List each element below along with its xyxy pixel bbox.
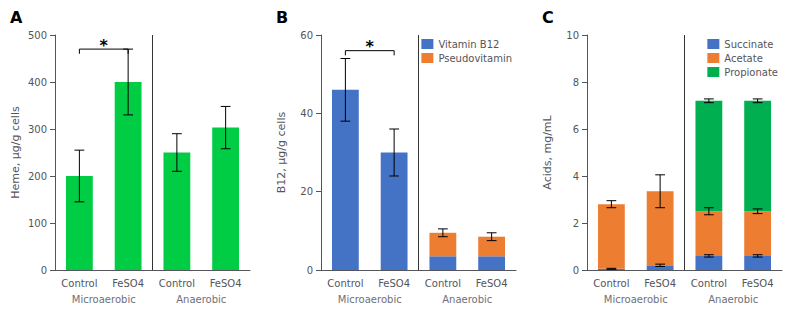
svg-text:Acetate: Acetate bbox=[724, 53, 762, 64]
svg-text:FeSO4: FeSO4 bbox=[644, 278, 676, 289]
svg-text:10: 10 bbox=[566, 30, 579, 41]
svg-text:60: 60 bbox=[300, 30, 313, 41]
svg-text:FeSO4: FeSO4 bbox=[112, 278, 144, 289]
svg-text:Microaerobic: Microaerobic bbox=[604, 294, 668, 305]
svg-text:8: 8 bbox=[573, 77, 579, 88]
svg-text:B12, μg/g cells: B12, μg/g cells bbox=[275, 112, 288, 194]
svg-text:FeSO4: FeSO4 bbox=[378, 278, 410, 289]
svg-text:300: 300 bbox=[28, 124, 47, 135]
svg-text:6: 6 bbox=[573, 124, 579, 135]
svg-text:Succinate: Succinate bbox=[724, 39, 773, 50]
svg-text:Acids, mg/mL: Acids, mg/mL bbox=[541, 114, 554, 189]
svg-text:Control: Control bbox=[593, 278, 629, 289]
svg-text:Control: Control bbox=[159, 278, 195, 289]
svg-text:Anaerobic: Anaerobic bbox=[708, 294, 758, 305]
svg-text:500: 500 bbox=[28, 30, 47, 41]
svg-text:*: * bbox=[100, 36, 109, 55]
svg-text:Propionate: Propionate bbox=[724, 67, 778, 78]
svg-text:FeSO4: FeSO4 bbox=[210, 278, 242, 289]
svg-text:40: 40 bbox=[300, 108, 313, 119]
svg-text:Heme, μg/g cells: Heme, μg/g cells bbox=[9, 106, 22, 199]
svg-text:Anaerobic: Anaerobic bbox=[442, 294, 492, 305]
svg-text:Vitamin B12: Vitamin B12 bbox=[438, 39, 499, 50]
svg-text:Control: Control bbox=[61, 278, 97, 289]
svg-text:C: C bbox=[542, 8, 554, 27]
svg-text:Microaerobic: Microaerobic bbox=[72, 294, 136, 305]
svg-text:B: B bbox=[276, 8, 288, 27]
svg-text:2: 2 bbox=[573, 218, 579, 229]
svg-text:Microaerobic: Microaerobic bbox=[338, 294, 402, 305]
svg-text:*: * bbox=[366, 37, 375, 56]
svg-text:Control: Control bbox=[327, 278, 363, 289]
svg-text:0: 0 bbox=[307, 265, 313, 276]
svg-text:20: 20 bbox=[300, 186, 313, 197]
svg-text:FeSO4: FeSO4 bbox=[476, 278, 508, 289]
svg-text:Pseudovitamin: Pseudovitamin bbox=[438, 53, 512, 64]
svg-text:100: 100 bbox=[28, 218, 47, 229]
svg-text:0: 0 bbox=[41, 265, 47, 276]
svg-text:200: 200 bbox=[28, 171, 47, 182]
svg-text:Control: Control bbox=[691, 278, 727, 289]
svg-text:Control: Control bbox=[425, 278, 461, 289]
svg-text:0: 0 bbox=[573, 265, 579, 276]
svg-text:Anaerobic: Anaerobic bbox=[176, 294, 226, 305]
svg-text:400: 400 bbox=[28, 77, 47, 88]
svg-text:FeSO4: FeSO4 bbox=[742, 278, 774, 289]
svg-text:A: A bbox=[10, 8, 23, 27]
svg-text:4: 4 bbox=[573, 171, 579, 182]
